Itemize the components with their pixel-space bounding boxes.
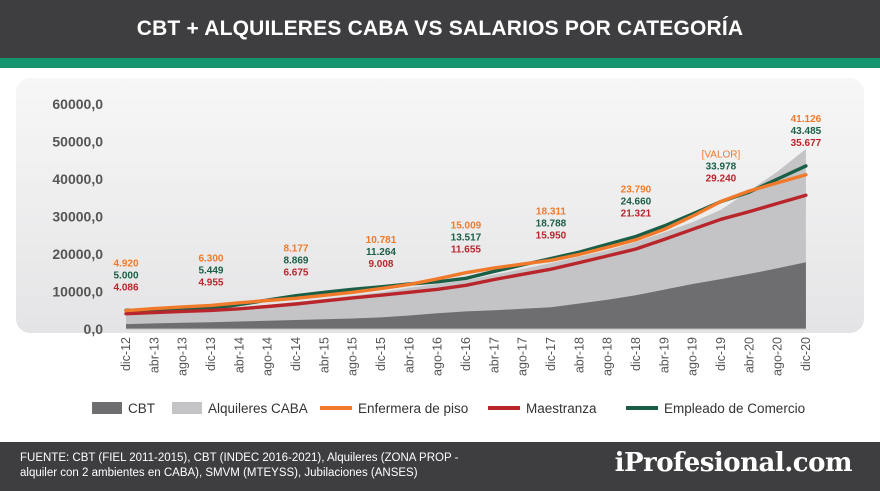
data-label: 8.869 bbox=[283, 256, 308, 267]
legend-item-enfermera: Enfermera de piso bbox=[358, 401, 468, 416]
data-label: 15.950 bbox=[536, 231, 567, 242]
accent-stripe bbox=[0, 58, 880, 68]
brand-logo: iProfesional.com bbox=[614, 448, 853, 478]
y-tick-label: 50000,0 bbox=[52, 134, 103, 150]
series-area-cbt bbox=[126, 262, 806, 329]
footer-bar: FUENTE: CBT (FIEL 2011-2015), CBT (INDEC… bbox=[0, 442, 880, 491]
x-tick-label: abr-16 bbox=[402, 337, 416, 373]
y-tick-label: 40000,0 bbox=[52, 171, 103, 187]
data-label: 18.311 bbox=[536, 207, 566, 218]
data-label: 23.790 bbox=[621, 185, 652, 196]
y-tick-label: 60000,0 bbox=[52, 96, 103, 112]
x-tick-label: ago-16 bbox=[431, 337, 445, 376]
x-tick-label: dic-14 bbox=[289, 337, 303, 371]
legend-item-comercio: Empleado de Comercio bbox=[664, 401, 805, 416]
data-label: 41.126 bbox=[791, 114, 822, 125]
legend-item-maestranza: Maestranza bbox=[526, 401, 597, 416]
x-tick-label: ago-17 bbox=[516, 337, 530, 376]
x-tick-label: abr-17 bbox=[487, 337, 501, 373]
x-tick-label: dic-19 bbox=[714, 337, 728, 371]
series-area-alquileres bbox=[126, 149, 806, 329]
x-tick-label: dic-16 bbox=[459, 337, 473, 371]
y-tick-label: 0,0 bbox=[84, 321, 104, 337]
data-label: 4.920 bbox=[113, 258, 138, 269]
data-label: 18.788 bbox=[536, 219, 567, 230]
data-label: 21.321 bbox=[621, 209, 652, 220]
legend-swatch bbox=[172, 402, 202, 414]
legend-item-cbt: CBT bbox=[128, 401, 155, 416]
data-label: [VALOR] bbox=[702, 150, 741, 161]
x-tick-label: dic-20 bbox=[799, 337, 813, 371]
x-tick-label: abr-19 bbox=[657, 337, 671, 373]
chart-panel: 0,0 10000,0 20000,0 30000,0 40000,0 50000,0 60… bbox=[0, 68, 880, 442]
y-tick-label: 20000,0 bbox=[52, 246, 103, 262]
x-tick-label: dic-13 bbox=[204, 337, 218, 371]
data-label: 43.485 bbox=[791, 126, 822, 137]
legend-swatch bbox=[92, 402, 122, 414]
x-tick-label: ago-18 bbox=[601, 337, 615, 376]
data-label: 8.177 bbox=[283, 244, 308, 255]
header-bar: CBT + ALQUILERES CABA VS SALARIOS POR CA… bbox=[0, 0, 880, 58]
y-tick-label: 30000,0 bbox=[52, 209, 103, 225]
data-label: 13.517 bbox=[451, 233, 482, 244]
series-line-enfermera bbox=[124, 173, 808, 313]
source-line-1: FUENTE: CBT (FIEL 2011-2015), CBT (INDEC… bbox=[20, 452, 459, 464]
data-label: 9.008 bbox=[368, 259, 393, 270]
data-label: 11.264 bbox=[366, 247, 396, 258]
data-label: 11.655 bbox=[451, 245, 481, 256]
x-tick-label: ago-13 bbox=[176, 337, 190, 376]
legend-item-alquileres: Alquileres CABA bbox=[208, 401, 308, 416]
x-tick-label: ago-19 bbox=[686, 337, 700, 376]
series-line-maestranza bbox=[124, 193, 808, 316]
data-label: 5.000 bbox=[113, 270, 138, 281]
x-tick-label: abr-18 bbox=[572, 337, 586, 373]
page-title: CBT + ALQUILERES CABA VS SALARIOS POR CA… bbox=[136, 17, 744, 40]
data-label: 10.781 bbox=[366, 235, 397, 246]
source-note: FUENTE: CBT (FIEL 2011-2015), CBT (INDEC… bbox=[20, 451, 600, 481]
data-label: 4.955 bbox=[198, 277, 223, 288]
data-label: 33.978 bbox=[706, 162, 737, 173]
line-area-chart: 0,0 10000,0 20000,0 30000,0 40000,0 50000,0 60… bbox=[16, 78, 864, 416]
data-label: 15.009 bbox=[451, 221, 482, 232]
data-label: 6.675 bbox=[283, 268, 308, 279]
data-label: 6.300 bbox=[198, 253, 223, 264]
x-tick-label: dic-17 bbox=[544, 337, 558, 371]
data-label: 5.449 bbox=[198, 265, 223, 276]
x-tick-label: dic-15 bbox=[374, 337, 388, 371]
y-tick-label: 10000,0 bbox=[52, 284, 103, 300]
data-label: 24.660 bbox=[621, 197, 652, 208]
x-tick-label: dic-12 bbox=[119, 337, 133, 371]
data-label: 35.677 bbox=[791, 138, 822, 149]
x-tick-label: ago-20 bbox=[771, 337, 785, 376]
x-tick-label: dic-18 bbox=[629, 337, 643, 371]
data-label: 29.240 bbox=[706, 174, 737, 185]
x-tick-label: ago-15 bbox=[346, 337, 360, 376]
source-line-2: alquiler con 2 ambientes en CABA), SMVM … bbox=[20, 467, 418, 479]
x-tick-label: abr-14 bbox=[232, 337, 246, 373]
x-tick-label: ago-14 bbox=[261, 337, 275, 376]
x-tick-label: abr-20 bbox=[742, 337, 756, 373]
x-tick-label: abr-15 bbox=[317, 337, 331, 373]
series-line-comercio bbox=[124, 164, 808, 313]
x-tick-label: abr-13 bbox=[147, 337, 161, 373]
data-label: 4.086 bbox=[113, 282, 138, 293]
